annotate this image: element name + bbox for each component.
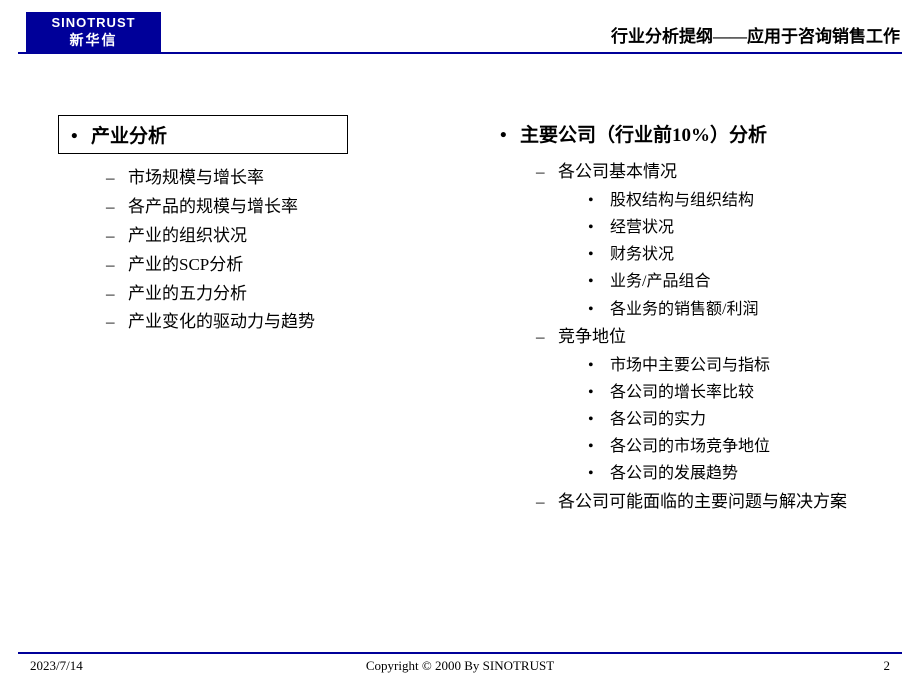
sub-sub-list: 市场中主要公司与指标 各公司的增长率比较 各公司的实力 各公司的市场竞争地位 各… [588,352,880,488]
left-column: •产业分析 市场规模与增长率 各产品的规模与增长率 产业的组织状况 产业的SCP… [40,115,450,517]
section-label: 各公司基本情况 [558,162,677,181]
footer-copyright: Copyright © 2000 By SINOTRUST [317,658,604,674]
left-title-text: 产业分析 [91,126,167,147]
logo-english: SINOTRUST [26,15,161,30]
list-item: 产业的SCP分析 [106,251,450,280]
footer-page-number: 2 [603,658,890,674]
list-item: 各公司的市场竞争地位 [588,433,880,460]
left-sub-list: 市场规模与增长率 各产品的规模与增长率 产业的组织状况 产业的SCP分析 产业的… [106,164,450,337]
slide-content: •产业分析 市场规模与增长率 各产品的规模与增长率 产业的组织状况 产业的SCP… [0,55,920,537]
list-item: 各业务的销售额/利润 [588,296,880,323]
slide-footer: 2023/7/14 Copyright © 2000 By SINOTRUST … [18,652,902,680]
list-item: 各公司的发展趋势 [588,460,880,487]
list-item: 市场中主要公司与指标 [588,352,880,379]
list-item: 产业变化的驱动力与趋势 [106,308,450,337]
list-item: 产业的五力分析 [106,280,450,309]
sub-sub-list: 股权结构与组织结构 经营状况 财务状况 业务/产品组合 各业务的销售额/利润 [588,187,880,323]
list-item: 市场规模与增长率 [106,164,450,193]
right-title-wrap: •主要公司（行业前10%）分析 [488,115,880,152]
right-column: •主要公司（行业前10%）分析 各公司基本情况 股权结构与组织结构 经营状况 财… [470,115,880,517]
slide-header: SINOTRUST 新华信 行业分析提纲——应用于咨询销售工作 [0,0,920,55]
list-item: 各公司基本情况 股权结构与组织结构 经营状况 财务状况 业务/产品组合 各业务的… [536,158,880,323]
logo-box: SINOTRUST 新华信 [26,12,161,52]
list-item: 财务状况 [588,241,880,268]
list-item: 各产品的规模与增长率 [106,193,450,222]
section-label: 各公司可能面临的主要问题与解决方案 [558,492,847,511]
list-item: 竞争地位 市场中主要公司与指标 各公司的增长率比较 各公司的实力 各公司的市场竞… [536,323,880,488]
slide-title: 行业分析提纲——应用于咨询销售工作 [611,22,900,47]
list-item: 产业的组织状况 [106,222,450,251]
header-divider [18,52,902,54]
right-sub-list: 各公司基本情况 股权结构与组织结构 经营状况 财务状况 业务/产品组合 各业务的… [536,158,880,517]
list-item: 股权结构与组织结构 [588,187,880,214]
logo-chinese: 新华信 [26,30,161,50]
right-main-bullet: •主要公司（行业前10%）分析 [494,120,870,147]
footer-divider [18,652,902,654]
left-main-bullet: •产业分析 [65,121,337,148]
list-item: 各公司的增长率比较 [588,379,880,406]
list-item: 各公司的实力 [588,406,880,433]
footer-date: 2023/7/14 [30,658,317,674]
list-item: 经营状况 [588,214,880,241]
right-title-text: 主要公司（行业前10%）分析 [520,125,767,146]
list-item: 业务/产品组合 [588,268,880,295]
footer-row: 2023/7/14 Copyright © 2000 By SINOTRUST … [18,658,902,674]
left-title-box: •产业分析 [58,115,348,154]
section-label: 竞争地位 [558,327,626,346]
list-item: 各公司可能面临的主要问题与解决方案 [536,488,880,517]
